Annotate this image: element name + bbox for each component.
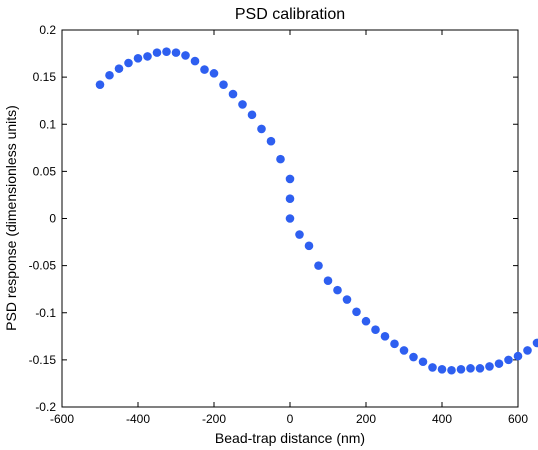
x-axis-label: Bead-trap distance (nm) [215, 430, 365, 446]
data-point [247, 110, 257, 120]
data-point [171, 48, 181, 57]
data-point [399, 346, 409, 355]
x-axis: -600 -400 -200 0 200 400 600 [50, 30, 528, 426]
y-tick-label: 0 [49, 212, 56, 226]
data-point [285, 174, 295, 184]
data-point [504, 355, 513, 365]
y-tick-label: -0.05 [29, 259, 57, 273]
data-point [428, 363, 437, 372]
data-point [361, 316, 371, 326]
data-point [447, 365, 456, 375]
data-point [143, 52, 152, 61]
data-point [219, 80, 228, 89]
x-tick-label: -400 [126, 412, 150, 426]
data-point [276, 154, 285, 164]
data-point [418, 357, 428, 367]
data-point [323, 276, 333, 286]
x-tick-label: 0 [287, 412, 294, 426]
x-tick-label: 600 [508, 412, 528, 426]
data-point [95, 80, 105, 89]
y-tick-label: -0.15 [29, 353, 57, 367]
data-point [228, 89, 238, 99]
data-point [124, 58, 133, 68]
data-point [352, 307, 361, 317]
data-point [285, 194, 295, 204]
data-point [409, 352, 418, 362]
data-point [266, 136, 276, 146]
data-point [238, 100, 247, 109]
data-point [513, 351, 523, 361]
data-point [333, 285, 342, 295]
data-point [133, 53, 143, 63]
data-point [114, 64, 124, 73]
y-tick-label: 0.15 [33, 70, 57, 84]
y-axis: -0.2 -0.15 -0.1 -0.05 0 0.05 0.1 0.15 0.2 [29, 23, 518, 414]
y-tick-label: 0.1 [39, 117, 56, 131]
y-tick-label: -0.1 [35, 306, 56, 320]
y-tick-label: 0.2 [39, 23, 56, 37]
data-point [295, 230, 304, 239]
data-point [342, 295, 352, 304]
y-tick-label: -0.2 [35, 400, 56, 414]
data-point [200, 65, 209, 74]
data-point [485, 362, 494, 371]
data-point [437, 365, 447, 374]
data-series [95, 47, 538, 375]
y-tick-label: 0.05 [33, 164, 57, 178]
data-point [523, 346, 532, 355]
data-point [257, 124, 266, 134]
x-tick-label: 400 [432, 412, 452, 426]
y-axis-label: PSD response (dimensionless units) [3, 105, 19, 331]
data-point [456, 365, 466, 374]
data-point [105, 70, 114, 80]
data-point [314, 261, 323, 270]
data-point [380, 332, 390, 341]
data-point [152, 48, 162, 57]
data-point [390, 339, 399, 349]
data-point [209, 69, 219, 78]
x-tick-label: -200 [202, 412, 226, 426]
x-tick-label: 200 [356, 412, 376, 426]
data-point [190, 56, 200, 66]
data-point [162, 47, 171, 56]
data-point [304, 241, 314, 251]
data-point [494, 359, 504, 368]
chart-title: PSD calibration [235, 6, 345, 23]
data-point [475, 364, 485, 373]
data-point [285, 214, 295, 223]
x-tick-label: -600 [50, 412, 74, 426]
data-point [371, 325, 380, 335]
data-point [466, 364, 475, 373]
data-point [532, 338, 538, 348]
data-point [181, 51, 190, 60]
